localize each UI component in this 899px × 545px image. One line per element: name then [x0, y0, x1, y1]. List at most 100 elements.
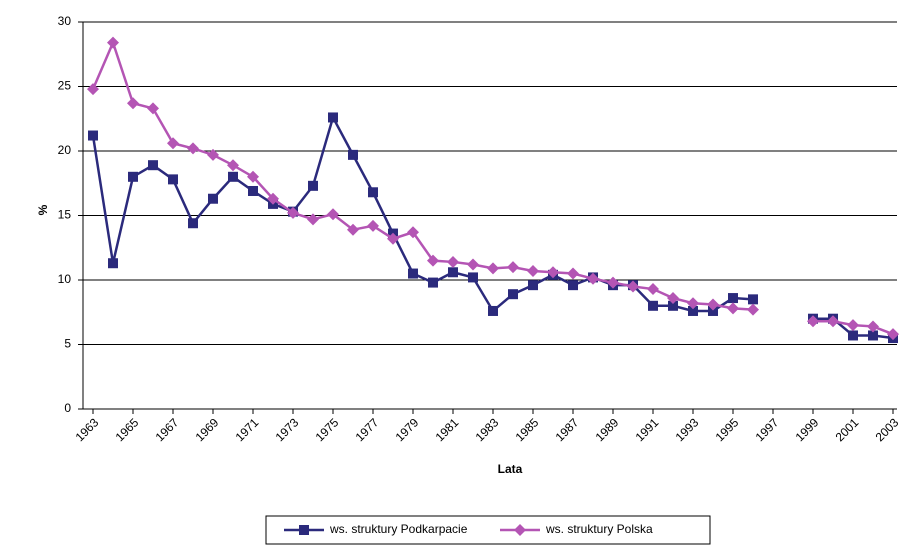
x-tick-label: 1999: [793, 415, 822, 444]
x-tick-label: 1971: [233, 415, 262, 444]
marker: [867, 320, 879, 333]
marker: [547, 266, 559, 279]
marker: [87, 83, 99, 96]
legend-label: ws. struktury Podkarpacie: [329, 522, 468, 536]
y-tick-label: 10: [58, 272, 72, 286]
x-tick-label: 1975: [313, 415, 342, 444]
marker: [587, 272, 599, 285]
x-tick-label: 1991: [633, 415, 662, 444]
marker: [167, 137, 179, 150]
marker: [168, 174, 178, 185]
x-tick-label: 1979: [393, 415, 422, 444]
marker: [148, 160, 158, 171]
marker: [488, 305, 498, 316]
x-tick-label: 1995: [713, 415, 742, 444]
legend: [265, 515, 711, 545]
x-tick-label: 2001: [833, 415, 862, 444]
marker: [648, 300, 658, 311]
marker: [567, 267, 579, 280]
x-tick-label: 1983: [473, 415, 502, 444]
y-tick-label: 15: [58, 208, 72, 222]
marker: [328, 112, 338, 123]
marker: [748, 294, 758, 305]
marker: [508, 289, 518, 300]
marker: [627, 280, 639, 293]
marker: [407, 226, 419, 239]
marker: [848, 330, 858, 341]
x-tick-label: 1969: [193, 415, 222, 444]
x-tick-label: 1981: [433, 415, 462, 444]
marker: [487, 262, 499, 275]
marker: [887, 328, 899, 341]
y-tick-label: 20: [58, 143, 72, 157]
marker: [728, 293, 738, 304]
marker: [188, 218, 198, 229]
x-tick-label: 1963: [73, 415, 102, 444]
marker: [128, 171, 138, 182]
marker: [668, 300, 678, 311]
x-tick-label: 1993: [673, 415, 702, 444]
y-tick-label: 5: [64, 337, 71, 351]
marker: [248, 185, 258, 196]
x-tick-label: 1967: [153, 415, 182, 444]
marker: [528, 280, 538, 291]
marker: [228, 171, 238, 182]
marker: [667, 292, 679, 305]
x-tick-label: 1985: [513, 415, 542, 444]
marker: [868, 330, 878, 341]
marker: [307, 213, 319, 226]
marker: [448, 267, 458, 278]
marker: [147, 102, 159, 115]
marker: [308, 180, 318, 191]
x-tick-label: 1987: [553, 415, 582, 444]
marker: [348, 149, 358, 160]
marker: [187, 142, 199, 155]
x-tick-label: 2003: [873, 415, 899, 444]
marker: [208, 193, 218, 204]
marker: [467, 258, 479, 271]
marker: [527, 264, 539, 277]
marker: [88, 130, 98, 141]
marker: [408, 268, 418, 279]
marker: [267, 192, 279, 205]
x-tick-label: 1989: [593, 415, 622, 444]
marker: [827, 315, 839, 328]
marker: [747, 303, 759, 316]
marker: [108, 258, 118, 269]
marker: [807, 315, 819, 328]
legend-label: ws. struktury Polska: [545, 522, 653, 536]
y-tick-label: 30: [58, 14, 72, 28]
marker: [688, 305, 698, 316]
marker: [347, 223, 359, 236]
marker: [327, 208, 339, 221]
marker: [507, 261, 519, 274]
marker: [368, 187, 378, 198]
marker: [847, 319, 859, 332]
legend-marker: [514, 524, 526, 536]
marker: [568, 280, 578, 291]
x-axis-title: Lata: [498, 462, 523, 476]
legend-marker: [299, 525, 309, 535]
marker: [387, 232, 399, 245]
marker: [468, 272, 478, 283]
marker: [607, 276, 619, 289]
x-tick-label: 1973: [273, 415, 302, 444]
marker: [428, 277, 438, 288]
marker: [447, 255, 459, 268]
y-axis-title: %: [36, 204, 50, 215]
marker: [227, 159, 239, 172]
marker: [247, 170, 259, 183]
marker: [727, 302, 739, 315]
marker: [367, 219, 379, 232]
marker: [427, 254, 439, 267]
marker: [107, 36, 119, 49]
x-tick-label: 1977: [353, 415, 382, 444]
marker: [207, 148, 219, 161]
marker: [687, 297, 699, 310]
marker: [647, 283, 659, 296]
marker: [287, 206, 299, 219]
x-tick-label: 1997: [753, 415, 782, 444]
marker: [127, 97, 139, 110]
marker: [708, 305, 718, 316]
